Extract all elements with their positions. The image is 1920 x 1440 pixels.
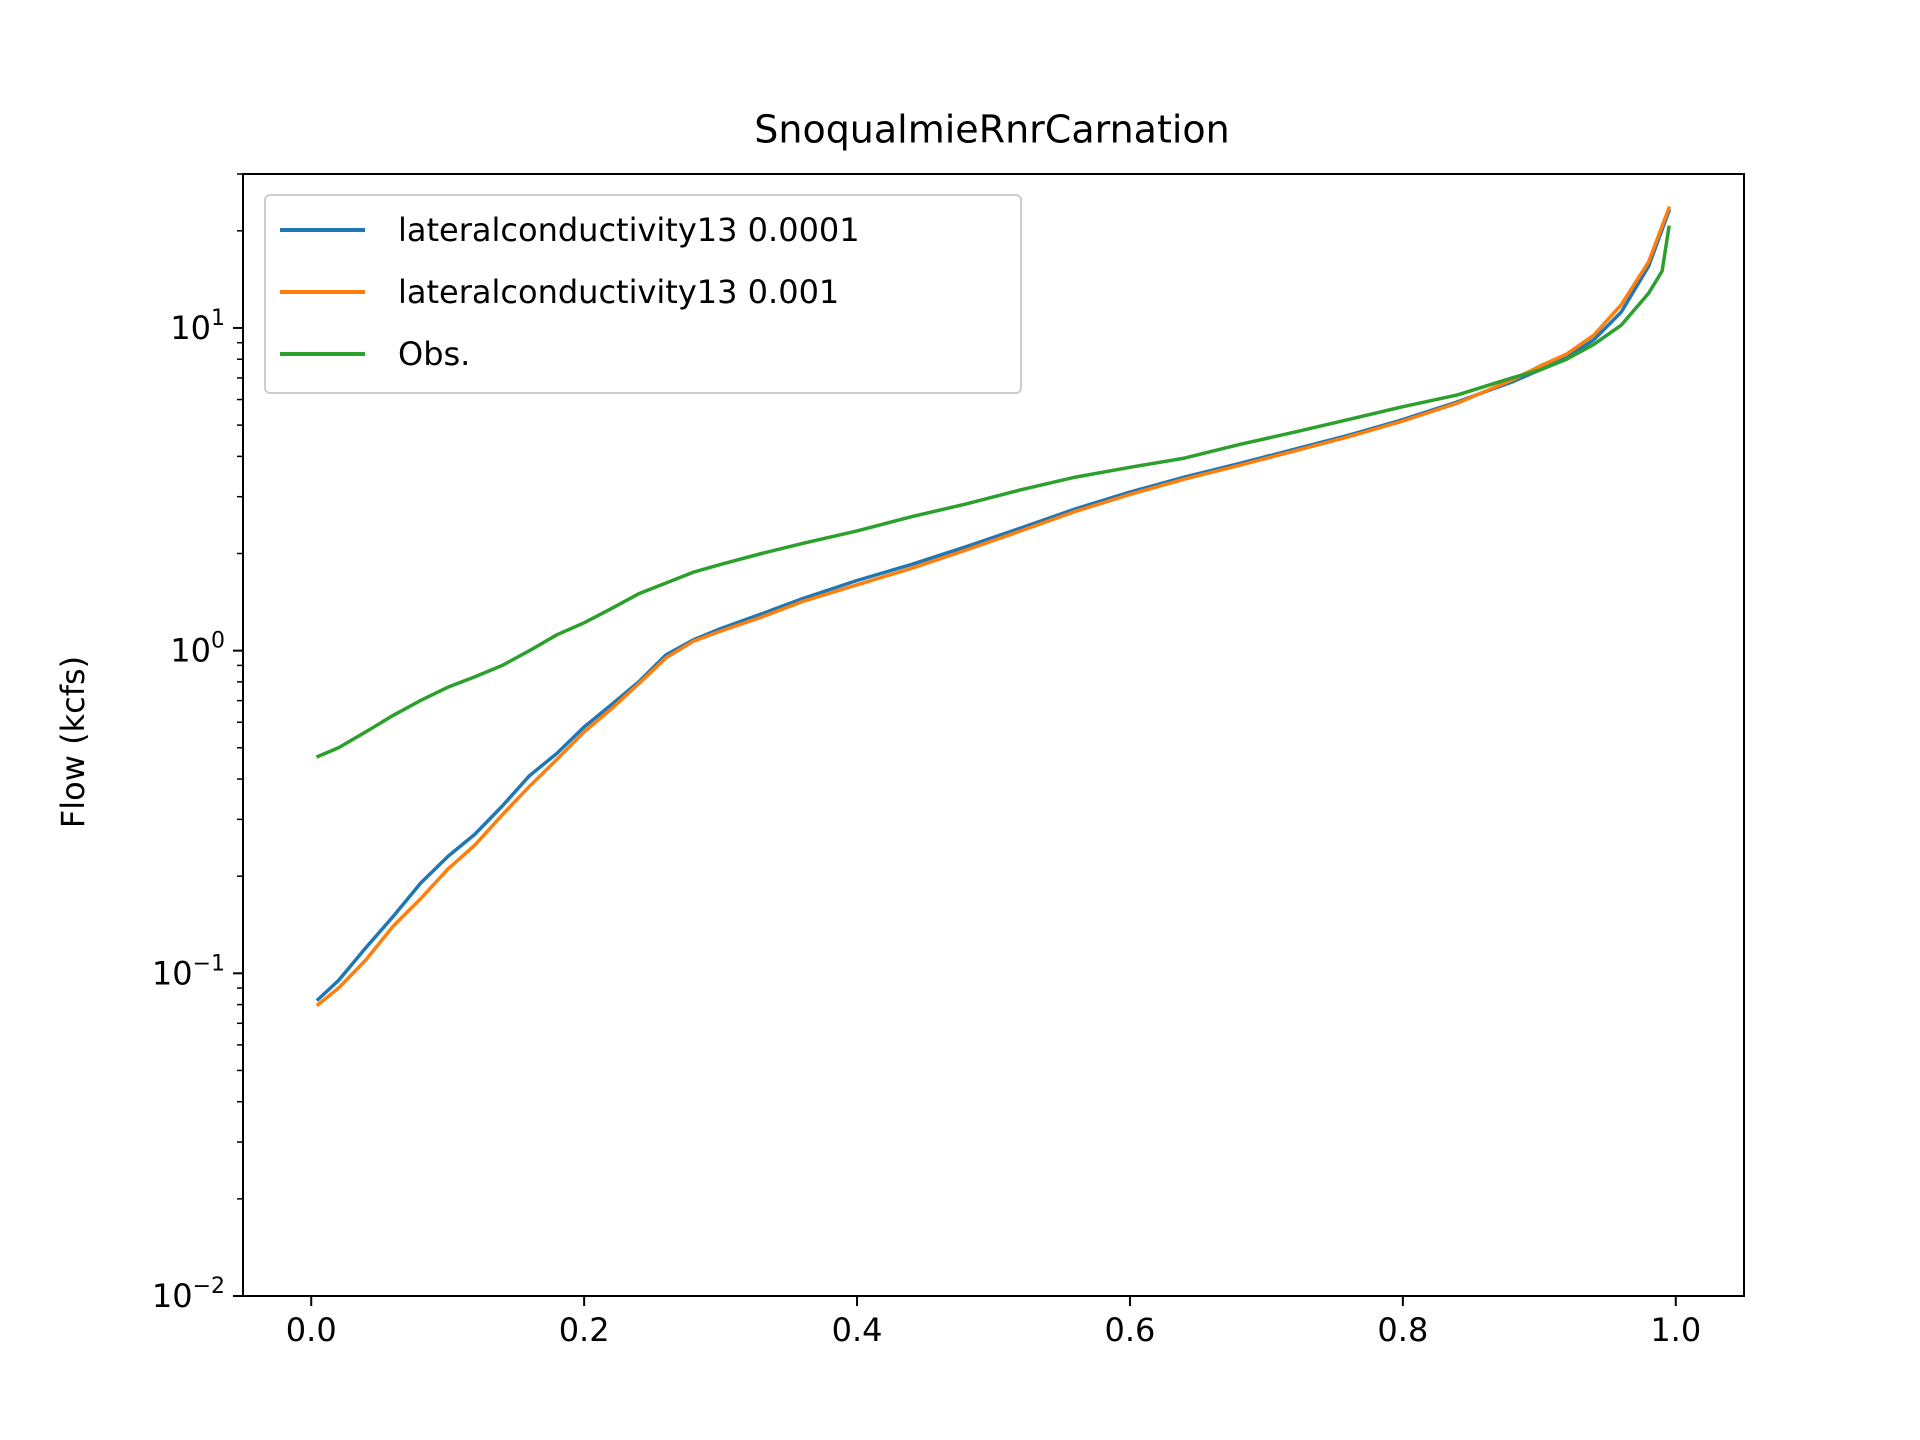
x-tick-label: 0.0: [286, 1311, 337, 1349]
legend-entries: lateralconductivity13 0.0001 lateralcondu…: [280, 211, 860, 373]
series-line-2: [315, 205, 1672, 1008]
legend-label-1: lateralconductivity13 0.0001: [398, 211, 860, 249]
y-tick-base: 10: [152, 954, 193, 992]
y-tick-label: 10−1: [152, 951, 225, 992]
y-tick-exponent: 0: [211, 629, 225, 654]
x-tick-label: 0.8: [1377, 1311, 1428, 1349]
y-tick-exponent: 1: [211, 306, 225, 331]
plot-frame: [242, 173, 1745, 1297]
series-line-1: [315, 208, 1672, 1002]
y-tick-exponent: −1: [193, 951, 225, 976]
series-layer: [315, 205, 1672, 1008]
legend-label-2: lateralconductivity13 0.001: [398, 273, 839, 311]
x-tick-label: 1.0: [1650, 1311, 1701, 1349]
series-line-3: [315, 225, 1671, 759]
y-tick-base: 10: [170, 309, 211, 347]
y-axis-label: Flow (kcfs): [54, 656, 92, 828]
y-tick-label: 10−2: [152, 1274, 225, 1315]
chart-title: SnoqualmieRnrCarnation: [754, 108, 1230, 152]
y-tick-base: 10: [152, 1277, 193, 1315]
x-tick-label: 0.4: [832, 1311, 883, 1349]
legend: lateralconductivity13 0.0001 lateralcondu…: [264, 194, 1022, 394]
y-tick-exponent: −2: [193, 1274, 225, 1299]
y-tick-label: 100: [170, 629, 225, 670]
x-tick-label: 0.2: [559, 1311, 610, 1349]
y-tick-label: 101: [170, 306, 225, 347]
legend-label-3: Obs.: [398, 335, 470, 373]
legend-box: [264, 194, 1022, 394]
x-tick-label: 0.6: [1105, 1311, 1156, 1349]
y-tick-base: 10: [170, 632, 211, 670]
x-axis-ticks: 0.0 0.2 0.4 0.6 0.8 1.0: [286, 1296, 1701, 1349]
